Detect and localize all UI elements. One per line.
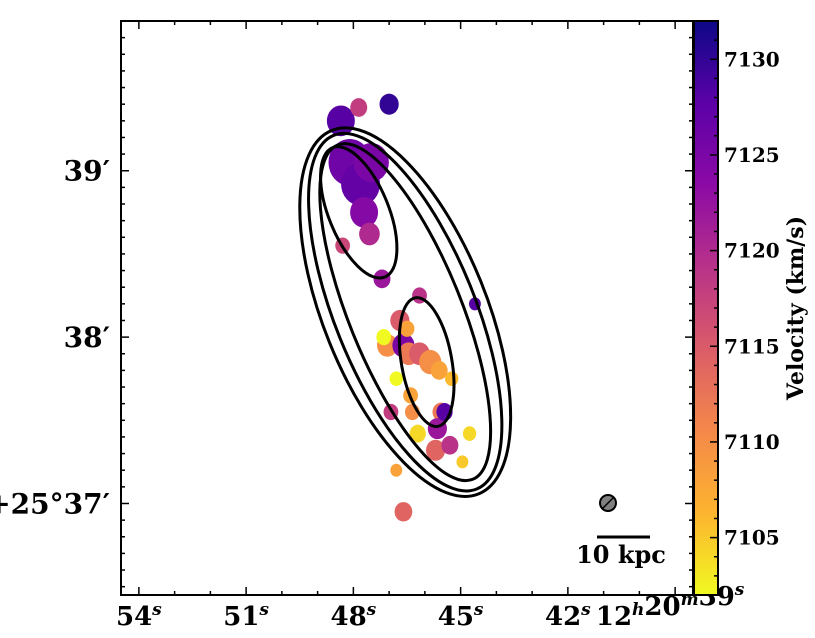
y-tick-label: 38′ [64, 321, 110, 354]
y-axis: 39′ 38′ +25°37′ [0, 20, 693, 588]
velocity-clump [399, 320, 415, 337]
velocity-clump [462, 426, 477, 441]
x-tick-label: 42s [545, 600, 591, 632]
x-tick-label: 45s [438, 600, 484, 632]
colorbar-tick-label: 7110 [724, 430, 780, 454]
velocity-clump [390, 463, 403, 477]
velocity-clump [350, 196, 379, 228]
y-tick-label: +25°37′ [0, 487, 110, 520]
contour-core-2 [397, 296, 456, 428]
x-tick-label: 48s [330, 600, 376, 632]
contour-level-3 [318, 142, 493, 483]
contour-layer [298, 126, 513, 498]
colorbar-label: Velocity (km/s) [783, 216, 809, 401]
plot-area [121, 21, 693, 595]
y-tick-label: 39′ [64, 155, 110, 188]
velocity-clump [350, 98, 368, 117]
contour-level-2 [307, 131, 504, 493]
x-tick-label: 54s [116, 600, 162, 632]
colorbar-ticks: 7105 7110 7115 7120 7125 7130 [710, 20, 780, 596]
contour-level-1 [298, 126, 513, 498]
colorbar-tick-label: 7120 [724, 239, 780, 263]
colorbar-tick-label: 7105 [724, 526, 780, 550]
velocity-clump [389, 371, 403, 387]
velocity-clump [445, 371, 459, 387]
velocity-clump [409, 424, 426, 443]
velocity-clump [353, 143, 389, 182]
velocity-clump [376, 328, 392, 346]
x-tick-label: 51s [223, 600, 269, 632]
velocity-clump [394, 502, 413, 522]
beam-hatch [601, 496, 615, 510]
velocity-clump [359, 222, 380, 246]
velocity-clump [426, 439, 446, 461]
velocity-clump [430, 361, 448, 380]
velocity-clump [456, 455, 469, 469]
colorbar-tick-label: 7115 [724, 334, 780, 358]
colorbar-tick-label: 7130 [724, 47, 780, 71]
scale-bar-label: 10 kpc [576, 540, 666, 569]
velocity-clump [441, 435, 459, 455]
velocity-clump [379, 93, 399, 115]
contour-core-1 [319, 145, 399, 280]
colorbar-tick-label: 7125 [724, 143, 780, 167]
